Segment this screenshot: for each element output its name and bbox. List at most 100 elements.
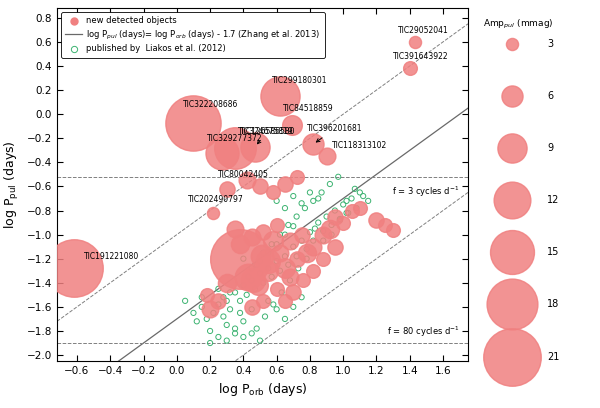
Point: [239, 255, 248, 262]
Point: [235, 255, 245, 262]
Point: [305, 189, 315, 196]
Text: TIC324675819: TIC324675819: [238, 127, 294, 136]
Text: 3: 3: [547, 39, 553, 49]
Point: [317, 189, 326, 196]
Point: [289, 244, 298, 250]
Point: [388, 226, 398, 233]
Point: [230, 225, 240, 232]
Point: [259, 279, 268, 286]
Point: [239, 282, 248, 288]
Point: [283, 222, 293, 228]
Point: [250, 286, 260, 292]
Point: [263, 249, 273, 256]
Point: [181, 297, 190, 304]
Point: [275, 93, 285, 100]
Point: [272, 286, 281, 292]
Point: [222, 322, 232, 328]
Point: [283, 262, 293, 268]
Point: [289, 289, 298, 296]
Text: Amp$_{pul}$ (mmag): Amp$_{pul}$ (mmag): [483, 18, 553, 31]
Point: [263, 297, 273, 304]
Point: [205, 328, 215, 334]
Point: [255, 183, 265, 190]
Point: [308, 141, 318, 148]
Point: [342, 197, 352, 204]
Point: [214, 297, 223, 304]
Point: [508, 353, 517, 360]
Point: [319, 231, 328, 238]
Point: [308, 197, 318, 204]
Point: [230, 325, 240, 332]
Point: [235, 241, 245, 248]
Point: [247, 304, 256, 310]
Point: [247, 306, 256, 313]
Point: [330, 244, 340, 250]
Point: [335, 217, 344, 224]
Point: [192, 318, 202, 325]
Point: [230, 330, 240, 337]
Point: [255, 337, 265, 344]
Point: [263, 258, 273, 264]
X-axis label: log P$_{\rm orb}$ (days): log P$_{\rm orb}$ (days): [218, 381, 307, 399]
Point: [257, 253, 266, 259]
Text: TIC80042405: TIC80042405: [218, 170, 269, 179]
Point: [313, 219, 323, 226]
Point: [355, 189, 365, 196]
Point: [327, 222, 337, 228]
Point: [225, 306, 235, 313]
Point: [239, 334, 248, 340]
Point: [330, 213, 340, 220]
Point: [250, 144, 260, 150]
Point: [280, 316, 290, 322]
Point: [247, 265, 256, 272]
Point: [338, 201, 348, 208]
Y-axis label: log P$_{\rm pul}$ (days): log P$_{\rm pul}$ (days): [3, 140, 21, 229]
Point: [280, 253, 290, 259]
Point: [292, 213, 301, 220]
Point: [259, 297, 268, 304]
Point: [322, 213, 331, 220]
Point: [259, 229, 268, 235]
Point: [197, 304, 206, 310]
Point: [280, 231, 290, 238]
Point: [285, 237, 295, 244]
Text: 9: 9: [547, 143, 553, 153]
Point: [508, 41, 517, 47]
Point: [313, 195, 323, 202]
Point: [244, 273, 253, 280]
Point: [209, 310, 218, 316]
Point: [355, 205, 365, 211]
Point: [214, 334, 223, 340]
Point: [297, 294, 307, 301]
Text: 12: 12: [547, 195, 560, 205]
Text: TIC299180301: TIC299180301: [272, 76, 327, 85]
Text: 6: 6: [547, 91, 553, 101]
Point: [302, 249, 311, 256]
Point: [343, 210, 353, 216]
Point: [188, 310, 198, 316]
Point: [275, 268, 285, 274]
Point: [260, 313, 270, 320]
Point: [272, 241, 281, 248]
Point: [235, 297, 245, 304]
Point: [364, 197, 373, 204]
Point: [292, 253, 301, 259]
Point: [269, 189, 278, 196]
Point: [222, 279, 232, 286]
Point: [248, 277, 258, 284]
Point: [272, 222, 281, 228]
Point: [272, 306, 281, 313]
Point: [252, 262, 262, 268]
Point: [247, 330, 256, 337]
Point: [289, 193, 298, 200]
Text: TIC329277372: TIC329277372: [207, 134, 262, 143]
Point: [508, 93, 517, 100]
Point: [342, 210, 352, 216]
Point: [292, 255, 301, 262]
Point: [322, 153, 331, 160]
Text: TIC118313102: TIC118313102: [332, 141, 387, 150]
Point: [338, 219, 348, 226]
Point: [239, 318, 248, 325]
Point: [277, 289, 286, 296]
Point: [244, 273, 253, 280]
